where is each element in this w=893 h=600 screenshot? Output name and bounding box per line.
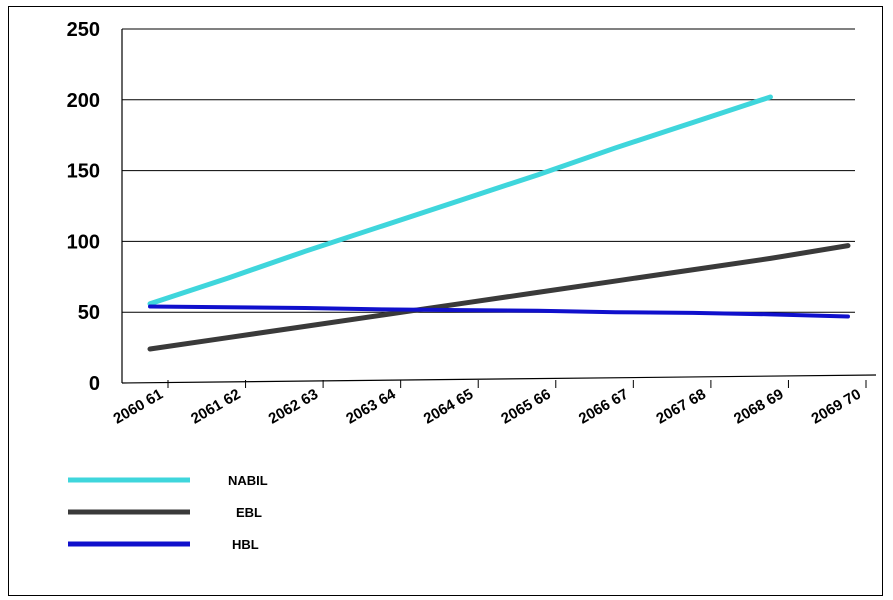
x-tick-2066-67: 2066 67 (576, 386, 631, 428)
x-axis (121, 374, 877, 384)
x-tick-2063-64: 2063 64 (343, 385, 399, 427)
x-tick-2061-62: 2061 62 (188, 386, 243, 428)
legend-label-hbl: HBL (232, 537, 259, 552)
y-tick-150: 150 (67, 161, 100, 183)
y-tick-labels: 0 50 100 150 200 250 (67, 19, 100, 395)
x-tick-2069-70: 2069 70 (809, 386, 864, 428)
x-tick-2067-68: 2067 68 (653, 386, 708, 428)
y-tick-50: 50 (78, 302, 100, 324)
x-tick-2065-66: 2065 66 (498, 386, 553, 428)
grid-lines (122, 28, 855, 313)
series-line-nabil (147, 94, 773, 307)
axes (121, 29, 877, 388)
y-tick-200: 200 (67, 90, 100, 112)
x-tick-2060-61: 2060 61 (111, 386, 166, 428)
legend-label-nabil: NABIL (228, 473, 268, 488)
y-tick-100: 100 (67, 231, 100, 253)
series-lines (147, 94, 851, 352)
y-tick-250: 250 (67, 19, 100, 41)
y-tick-0: 0 (89, 373, 100, 395)
x-tick-2062-63: 2062 63 (266, 386, 321, 428)
legend: NABIL EBL HBL (68, 473, 268, 552)
x-tick-labels: 2060 61 2061 62 2062 63 2063 64 2064 65 2065 … (111, 385, 864, 427)
x-tick-2064-65: 2064 65 (421, 386, 476, 428)
x-tick-2068-69: 2068 69 (731, 386, 786, 428)
series-line-hbl (148, 304, 850, 319)
legend-label-ebl: EBL (236, 505, 262, 520)
series-line-ebl (147, 243, 851, 352)
